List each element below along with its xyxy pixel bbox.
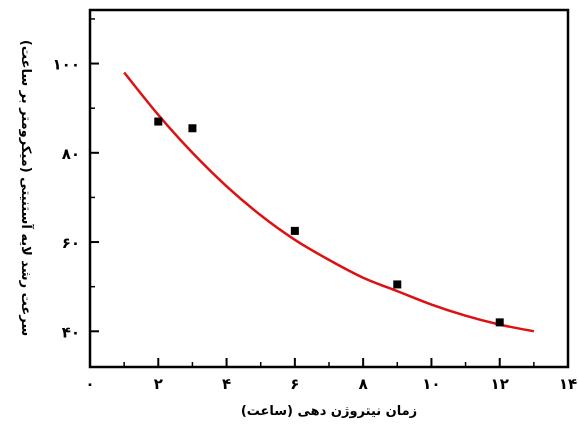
plot-frame xyxy=(88,8,570,369)
tick-labels: ٠ ٢ ۴ ۶ ٨ ١٠ ١٢ ١۴ ۴٠ ۶٠ ٨٠ ١٠٠ xyxy=(53,56,578,393)
data-point xyxy=(495,318,504,327)
x-tick-label: ۶ xyxy=(290,375,299,393)
y-tick-label: ١٠٠ xyxy=(53,56,80,74)
data-point xyxy=(393,280,402,289)
ticks xyxy=(89,18,569,367)
x-tick-label: ١٢ xyxy=(491,375,509,393)
data-point xyxy=(290,226,299,235)
data-point xyxy=(154,117,163,126)
x-tick-label: ٢ xyxy=(154,375,163,393)
x-tick-label: ١۴ xyxy=(559,375,577,393)
y-tick-label: ۶٠ xyxy=(62,234,80,252)
x-axis-title: زمان نیتروژن دهی (ساعت) xyxy=(241,404,417,419)
fit-curve xyxy=(123,71,535,333)
x-tick-label: ۴ xyxy=(222,375,231,393)
x-tick-label: ٨ xyxy=(359,375,368,393)
series xyxy=(123,71,535,333)
y-tick-label: ٨٠ xyxy=(62,145,80,163)
x-tick-label: ٠ xyxy=(85,375,94,393)
x-tick-label: ١٠ xyxy=(422,375,440,393)
data-point xyxy=(188,124,197,133)
y-tick-label: ۴٠ xyxy=(62,323,80,341)
y-axis-title: سرعت رشد لایه آستنیتی (میکرومتر بر ساعت) xyxy=(18,40,35,336)
